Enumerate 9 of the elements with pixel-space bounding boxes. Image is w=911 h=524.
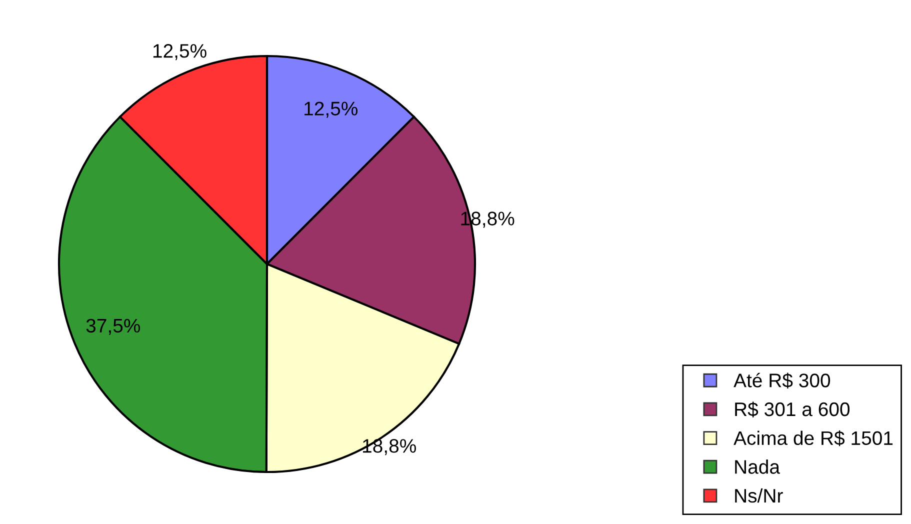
data-label: 12,5% bbox=[153, 44, 206, 60]
legend-label: Até R$ 300 bbox=[734, 372, 830, 389]
legend-label: Nada bbox=[735, 460, 780, 474]
data-label: 37,5% bbox=[86, 318, 140, 335]
legend-label: Acima de R$ 1501 bbox=[734, 430, 893, 446]
legend-label: R$ 301 a 600 bbox=[735, 402, 850, 418]
legend-label: Ns/Nr bbox=[735, 488, 783, 503]
data-label: 18,8% bbox=[363, 439, 416, 456]
data-label: 12,5% bbox=[304, 102, 358, 118]
